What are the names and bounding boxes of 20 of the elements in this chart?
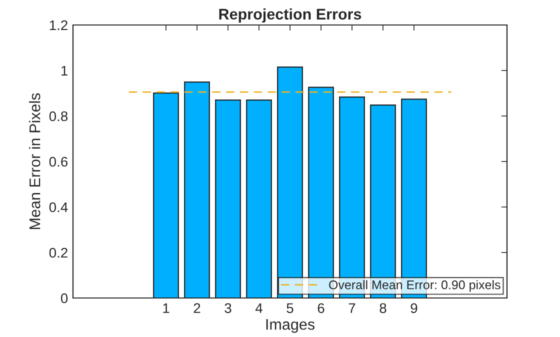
y-axis-title: Mean Error in Pixels	[29, 93, 40, 230]
x-tick-label: 2	[194, 303, 200, 313]
x-tick-label: 6	[318, 303, 324, 314]
y-tick-label: 0.6	[49, 156, 68, 167]
x-tick-label: 9	[410, 303, 418, 314]
x-tick-label: 3	[224, 303, 232, 314]
y-tick-label: 1.2	[50, 20, 68, 30]
chart-title: Reprojection Errors	[219, 8, 362, 23]
x-tick-label: 5	[286, 303, 294, 314]
y-tick-label: 0.4	[49, 202, 68, 212]
x-tick-label: 1	[163, 303, 170, 313]
y-tick-label: 0	[60, 293, 68, 304]
x-tick-label: 8	[380, 303, 386, 314]
y-tick-label: 0.2	[49, 248, 68, 258]
x-axis-title: Images	[266, 319, 314, 333]
x-tick-label: 7	[348, 303, 356, 313]
y-tick-label: 0.8	[49, 111, 68, 122]
legend-label: Overall Mean Error: 0.90 pixels	[329, 280, 500, 292]
x-tick-label: 4	[255, 303, 262, 313]
y-tick-label: 1	[61, 66, 68, 76]
